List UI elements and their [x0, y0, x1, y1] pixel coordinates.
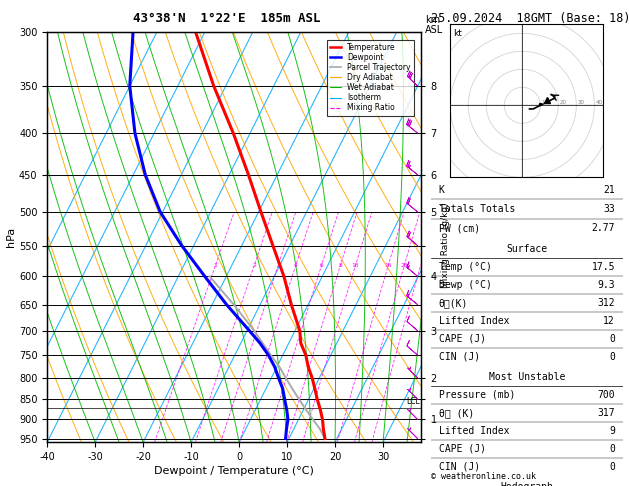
Text: km
ASL: km ASL	[425, 15, 443, 35]
Text: 20: 20	[559, 101, 566, 105]
Text: 6: 6	[320, 263, 323, 268]
Text: 43°38'N  1°22'E  185m ASL: 43°38'N 1°22'E 185m ASL	[133, 12, 320, 25]
Text: 25.09.2024  18GMT (Base: 18): 25.09.2024 18GMT (Base: 18)	[431, 12, 629, 25]
Text: 2: 2	[252, 263, 256, 268]
Text: PW (cm): PW (cm)	[438, 224, 480, 233]
Text: kt: kt	[454, 29, 462, 38]
X-axis label: Dewpoint / Temperature (°C): Dewpoint / Temperature (°C)	[154, 466, 314, 476]
Text: CIN (J): CIN (J)	[438, 462, 480, 472]
Text: θᴇ (K): θᴇ (K)	[438, 408, 474, 418]
Text: 10: 10	[541, 101, 548, 105]
Text: 3: 3	[276, 263, 280, 268]
Text: 0: 0	[609, 334, 615, 344]
Text: 30: 30	[577, 101, 584, 105]
Text: 17.5: 17.5	[591, 262, 615, 272]
Text: 33: 33	[603, 204, 615, 214]
Text: θᴇ(K): θᴇ(K)	[438, 298, 468, 308]
Text: Pressure (mb): Pressure (mb)	[438, 390, 515, 400]
Text: 317: 317	[598, 408, 615, 418]
Text: 12: 12	[603, 316, 615, 326]
Text: © weatheronline.co.uk: © weatheronline.co.uk	[431, 472, 536, 481]
Text: CAPE (J): CAPE (J)	[438, 334, 486, 344]
Text: 0: 0	[609, 444, 615, 454]
Text: Lifted Index: Lifted Index	[438, 316, 509, 326]
Text: 700: 700	[598, 390, 615, 400]
Text: 9.3: 9.3	[598, 280, 615, 290]
Text: 0: 0	[609, 352, 615, 362]
Text: Lifted Index: Lifted Index	[438, 426, 509, 436]
Text: CAPE (J): CAPE (J)	[438, 444, 486, 454]
Text: Surface: Surface	[506, 244, 547, 254]
Text: Hodograph: Hodograph	[500, 482, 554, 486]
Text: 312: 312	[598, 298, 615, 308]
Text: 40: 40	[595, 101, 602, 105]
Text: Most Unstable: Most Unstable	[489, 372, 565, 382]
Legend: Temperature, Dewpoint, Parcel Trajectory, Dry Adiabat, Wet Adiabat, Isotherm, Mi: Temperature, Dewpoint, Parcel Trajectory…	[326, 39, 414, 116]
Text: K: K	[438, 185, 445, 194]
Text: Totals Totals: Totals Totals	[438, 204, 515, 214]
Text: 8: 8	[338, 263, 342, 268]
Text: LCL: LCL	[406, 397, 420, 406]
Text: 10: 10	[352, 263, 359, 268]
Text: 16: 16	[384, 263, 392, 268]
Text: Temp (°C): Temp (°C)	[438, 262, 491, 272]
Text: Dewp (°C): Dewp (°C)	[438, 280, 491, 290]
Text: 21: 21	[603, 185, 615, 194]
Y-axis label: hPa: hPa	[6, 227, 16, 247]
Text: 9: 9	[609, 426, 615, 436]
Text: 4: 4	[294, 263, 298, 268]
Text: 20: 20	[401, 263, 408, 268]
Text: 1: 1	[213, 263, 217, 268]
Text: Mixing Ratio (g/kg): Mixing Ratio (g/kg)	[442, 202, 450, 288]
Text: 0: 0	[609, 462, 615, 472]
Text: 2.77: 2.77	[591, 224, 615, 233]
Text: CIN (J): CIN (J)	[438, 352, 480, 362]
